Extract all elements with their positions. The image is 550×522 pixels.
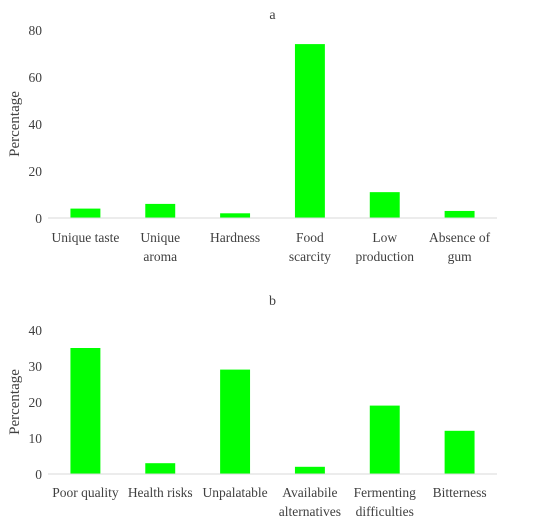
x-tick-label: aroma	[143, 249, 177, 264]
y-axis-label: Percentage	[7, 369, 23, 435]
y-tick-label: 40	[29, 117, 43, 132]
y-tick-label: 0	[35, 211, 42, 226]
x-tick-label: Unique taste	[51, 230, 119, 245]
x-tick-label: Unpalatable	[202, 485, 267, 500]
x-tick-label: Food	[296, 230, 324, 245]
x-tick-label: Absence of	[429, 230, 491, 245]
x-tick-label: Poor quality	[52, 485, 119, 500]
x-tick-label: alternatives	[279, 504, 341, 519]
bar	[369, 405, 400, 474]
bar	[220, 369, 251, 474]
chart-a: a Percentage 0 20 40 60 80 Unique taste Unique ar…	[7, 8, 497, 264]
x-tick-label: gum	[448, 249, 473, 264]
y-tick-label: 10	[29, 431, 43, 446]
bar	[145, 203, 176, 218]
chart-b: b Percentage 0 10 20 30 40 Poor quality Health r…	[7, 294, 497, 519]
bar	[145, 463, 176, 474]
bar	[70, 208, 101, 218]
x-tick-label: Low	[372, 230, 397, 245]
bar	[444, 210, 475, 218]
x-tick-label: Fermenting	[354, 485, 416, 500]
x-tick-label: production	[356, 249, 415, 264]
x-tick-label: Bitterness	[433, 485, 487, 500]
chart-title: a	[269, 8, 276, 23]
y-tick-label: 20	[29, 164, 43, 179]
y-tick-label: 30	[29, 359, 43, 374]
x-tick-label: scarcity	[289, 249, 331, 264]
y-tick-label: 80	[29, 23, 43, 38]
x-tick-label: Hardness	[210, 230, 260, 245]
x-tick-label: Health risks	[128, 485, 193, 500]
bar	[294, 466, 325, 474]
x-tick-label: difficulties	[356, 504, 414, 519]
bar	[220, 213, 251, 218]
bar	[444, 430, 475, 474]
bar	[70, 348, 101, 474]
y-tick-label: 20	[29, 395, 43, 410]
chart-title: b	[269, 294, 276, 309]
x-tick-label: Unique	[140, 230, 180, 245]
x-tick-label: Availabile	[282, 485, 337, 500]
y-tick-label: 40	[29, 323, 43, 338]
y-axis-label: Percentage	[7, 91, 23, 157]
bar	[294, 44, 325, 218]
y-tick-label: 60	[29, 70, 43, 85]
bar	[369, 192, 400, 218]
y-tick-label: 0	[35, 467, 42, 482]
